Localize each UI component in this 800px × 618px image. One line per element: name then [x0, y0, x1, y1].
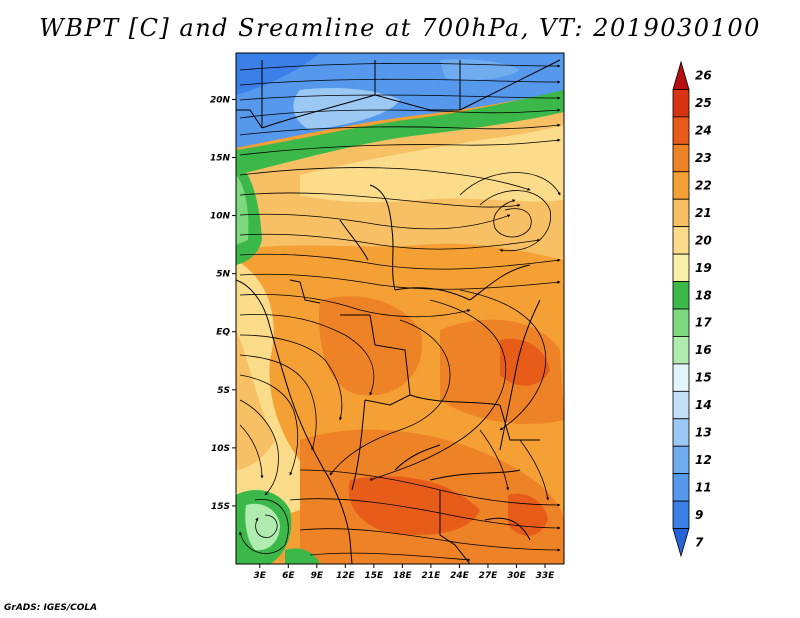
colorbar-box — [672, 308, 690, 337]
colorbar-label: 15 — [695, 371, 712, 385]
borders — [236, 59, 561, 564]
colorbar-label: 9 — [695, 508, 703, 522]
chart-title: WBPT [C] and Sreamline at 700hPa, VT: 20… — [39, 14, 761, 42]
colorbar-label: 24 — [695, 124, 712, 138]
colorbar-box — [672, 60, 690, 90]
lat-label: EQ — [216, 328, 230, 338]
colorbar-box — [672, 336, 690, 365]
credit-text: GrADS: IGES/COLA — [4, 603, 98, 613]
streamlines — [239, 62, 561, 562]
field-north-green — [236, 88, 564, 175]
colorbar-box — [672, 528, 690, 558]
colorbar-box — [672, 473, 690, 502]
colorbar-box — [672, 116, 690, 145]
colorbar-box — [672, 198, 690, 228]
colorbar-box — [672, 253, 690, 282]
lat-label: 15S — [211, 502, 230, 512]
colorbar-box — [672, 500, 690, 529]
colorbar-label: 14 — [695, 398, 712, 412]
lon-label: 12E — [336, 571, 356, 581]
colorbar-label: 25 — [695, 96, 712, 110]
lat-label: 20N — [210, 95, 231, 105]
colorbar-label: 18 — [695, 288, 712, 302]
colorbar-label: 23 — [695, 151, 712, 165]
colorbar-label: 11 — [695, 480, 712, 494]
lon-label: 24E — [450, 571, 470, 581]
colorbar-label: 17 — [695, 316, 712, 330]
lat-label: 5S — [217, 386, 230, 396]
lon-label: 27E — [479, 571, 499, 581]
colorbar-box — [672, 281, 690, 310]
lon-label: 6E — [282, 571, 295, 581]
colorbar-box — [672, 418, 690, 447]
lon-label: 33E — [536, 571, 556, 581]
colorbar-label: 22 — [695, 179, 712, 193]
colorbar-label: 16 — [695, 343, 712, 357]
lon-label: 18E — [393, 571, 413, 581]
field-congo-patch — [319, 296, 422, 396]
field-lakes-hot — [500, 338, 550, 386]
field-north-lightblue — [293, 88, 400, 130]
longitude-axis: 3E 6E 9E 12E 15E 18E 21E 24E 27E 30E 33E — [254, 564, 556, 581]
lat-label: 10N — [210, 212, 231, 222]
field-band-pale-yellow — [300, 125, 564, 203]
wbpt-field — [236, 53, 564, 564]
lon-label: 3E — [254, 571, 267, 581]
field-south-hot — [348, 476, 480, 535]
lat-label: 15N — [210, 154, 231, 164]
colorbar-label: 13 — [695, 426, 712, 440]
map-frame — [235, 52, 565, 565]
lon-label: 30E — [507, 571, 527, 581]
colorbar-label: 7 — [695, 535, 704, 549]
colorbar-box — [672, 390, 690, 420]
field-west-lightorange — [236, 330, 275, 470]
field-sw-lightgreen — [245, 503, 280, 551]
colorbar-label: 26 — [695, 69, 712, 83]
lon-label: 15E — [365, 571, 385, 581]
lat-label: 10S — [211, 444, 230, 454]
colorbar-box — [672, 363, 690, 392]
lat-label: 5N — [216, 270, 230, 280]
colorbar-box — [672, 171, 690, 200]
colorbar-label: 19 — [695, 261, 712, 275]
lon-label: 9E — [311, 571, 324, 581]
colorbar-box — [672, 226, 690, 255]
colorbar-label: 21 — [695, 206, 712, 220]
latitude-axis: 20N 15N 10N 5N EQ 5S 10S 15S — [210, 95, 236, 512]
lon-label: 21E — [422, 571, 442, 581]
colorbar-box — [672, 445, 690, 475]
colorbar-label: 20 — [695, 233, 712, 247]
colorbar-label: 12 — [695, 453, 712, 467]
colorbar-box — [672, 89, 690, 118]
colorbar-box — [672, 143, 690, 173]
